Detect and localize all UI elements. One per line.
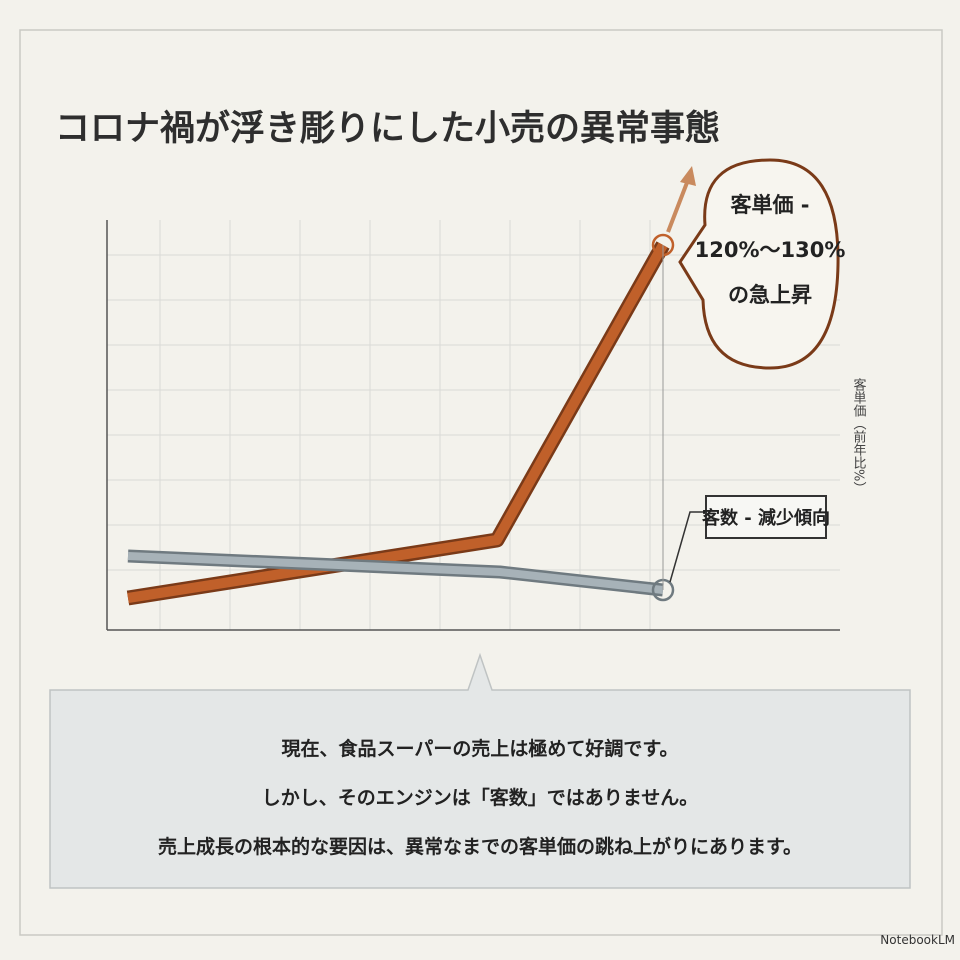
price-line: [127, 242, 668, 603]
axis-label: 客単価（前年比%）: [851, 377, 867, 494]
title: コロナ禍が浮き彫りにした小売の異常事態: [55, 109, 720, 149]
customer-line: [127, 552, 664, 594]
customer-label: 客数 - 減少傾向: [702, 507, 830, 529]
leader: [669, 511, 706, 583]
message-line: しかし、そのエンジンは「客数」ではありません。: [262, 786, 698, 809]
arrow-head: [680, 166, 696, 186]
arrow-shaft: [666, 179, 690, 233]
brand: NotebookLM: [880, 933, 955, 947]
callout-text: 客単価 -: [730, 193, 809, 217]
customer-label-box: [705, 495, 827, 539]
callout-text: の急上昇: [728, 283, 812, 307]
message-line: 現在、食品スーパーの売上は極めて好調です。: [282, 737, 679, 760]
message-line: 売上成長の根本的な要因は、異常なまでの客単価の跳ね上がりにあります。: [158, 835, 802, 858]
callout-text: 120%～130%: [695, 238, 846, 262]
frame: [19, 29, 943, 936]
price-callout: [678, 158, 840, 370]
message-box: [49, 652, 911, 889]
